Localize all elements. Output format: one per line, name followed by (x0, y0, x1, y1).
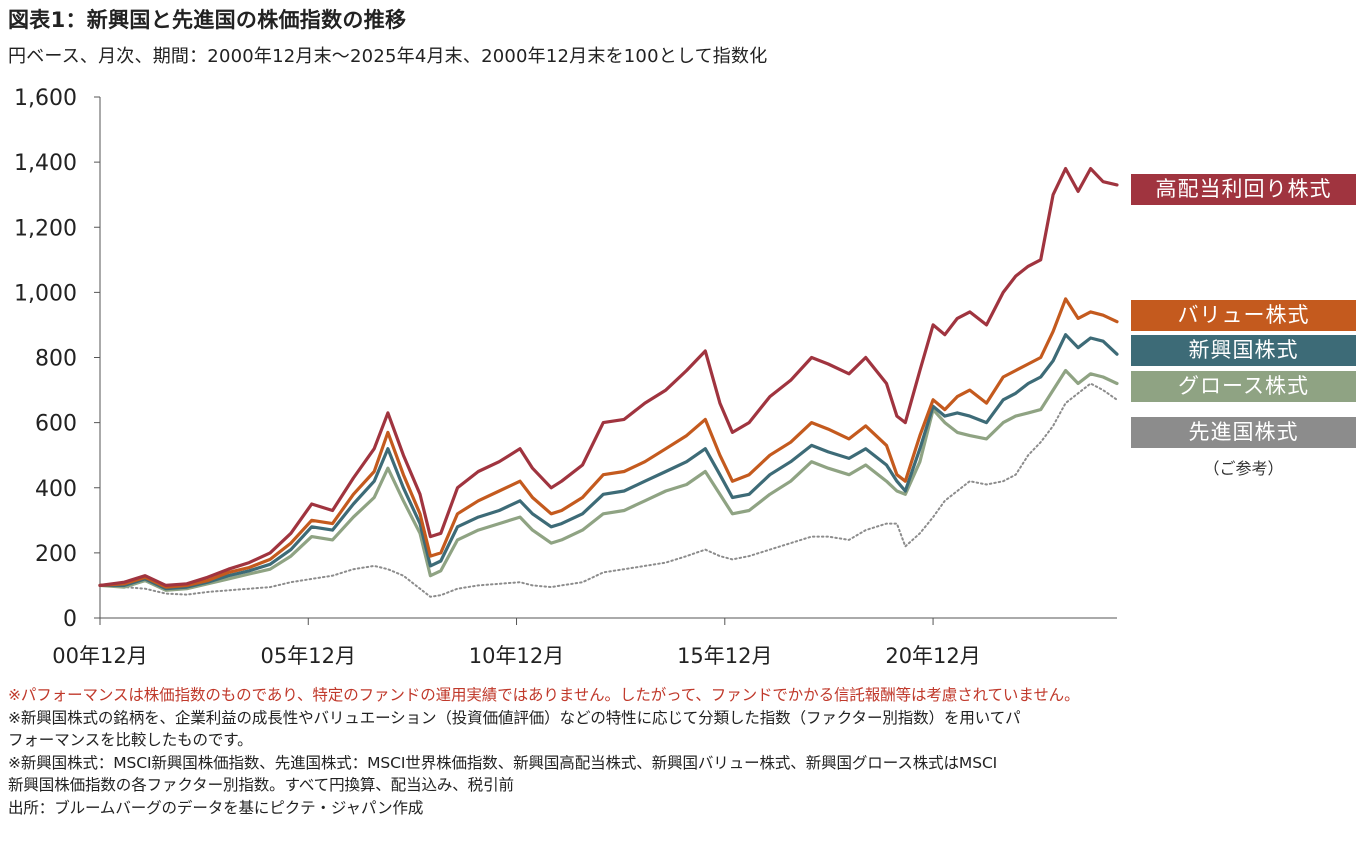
series-line-3 (98, 368, 1119, 592)
footnotes: ※パフォーマンスは株価指数のものであり、特定のファンドの運用実績ではありません。… (8, 684, 1363, 819)
y-tick-label: 1,600 (14, 86, 77, 111)
y-tick-label: 1,000 (14, 281, 77, 306)
line-chart: 0 200 400 600 800 1,000 1,200 1,400 1,600 00年12月 0… (14, 86, 1119, 668)
legend-high-dividend: 高配当利回り株式 (1131, 174, 1356, 205)
legend-developed: 先進国株式 (1131, 417, 1356, 448)
y-tick-label: 1,200 (14, 216, 77, 241)
footnote-factor-2: フォーマンスを比較したものです。 (8, 731, 253, 749)
chart-title: 図表1：新興国と先進国の株価指数の推移 (8, 8, 407, 32)
x-tick-label: 10年12月 (469, 644, 564, 668)
x-tick-label: 15年12月 (677, 644, 772, 668)
legend-value: バリュー株式 (1131, 300, 1356, 331)
footnote-indices-1: ※新興国株式：MSCI新興国株価指数、先進国株式：MSCI世界株価指数、新興国高… (8, 753, 998, 772)
footnote-indices-2: 新興国株価指数の各ファクター別指数。すべて円換算、配当込み、税引前 (8, 776, 514, 794)
legend-reference-note: （ご参考） (1203, 459, 1284, 478)
legend-growth: グロース株式 (1131, 371, 1356, 402)
x-tick-label: 05年12月 (261, 644, 356, 668)
x-tick-label: 00年12月 (52, 644, 147, 668)
y-tick-label: 800 (35, 347, 77, 372)
chart-subtitle: 円ベース、月次、期間：2000年12月末～2025年4月末、2000年12月末を… (8, 46, 768, 67)
footnote-factor-1: ※新興国株式の銘柄を、企業利益の成長性やバリュエーション（投資価値評価）などの特… (8, 708, 1021, 727)
y-tick-label: 400 (35, 477, 77, 502)
series-line-2 (98, 333, 1119, 591)
y-tick-label: 1,400 (14, 151, 77, 176)
series-line-4 (99, 382, 1118, 598)
y-tick-label: 600 (35, 412, 77, 437)
series-line-0 (98, 167, 1119, 588)
y-tick-label: 0 (63, 607, 77, 632)
legend-emerging: 新興国株式 (1131, 335, 1356, 366)
x-tick-label: 20年12月 (885, 644, 980, 668)
footnote-performance: ※パフォーマンスは株価指数のものであり、特定のファンドの運用実績ではありません。… (8, 686, 1080, 704)
footnote-source: 出所：ブルームバーグのデータを基にピクテ・ジャパン作成 (8, 798, 424, 817)
series-line-1 (98, 297, 1119, 589)
y-tick-label: 200 (35, 542, 77, 567)
